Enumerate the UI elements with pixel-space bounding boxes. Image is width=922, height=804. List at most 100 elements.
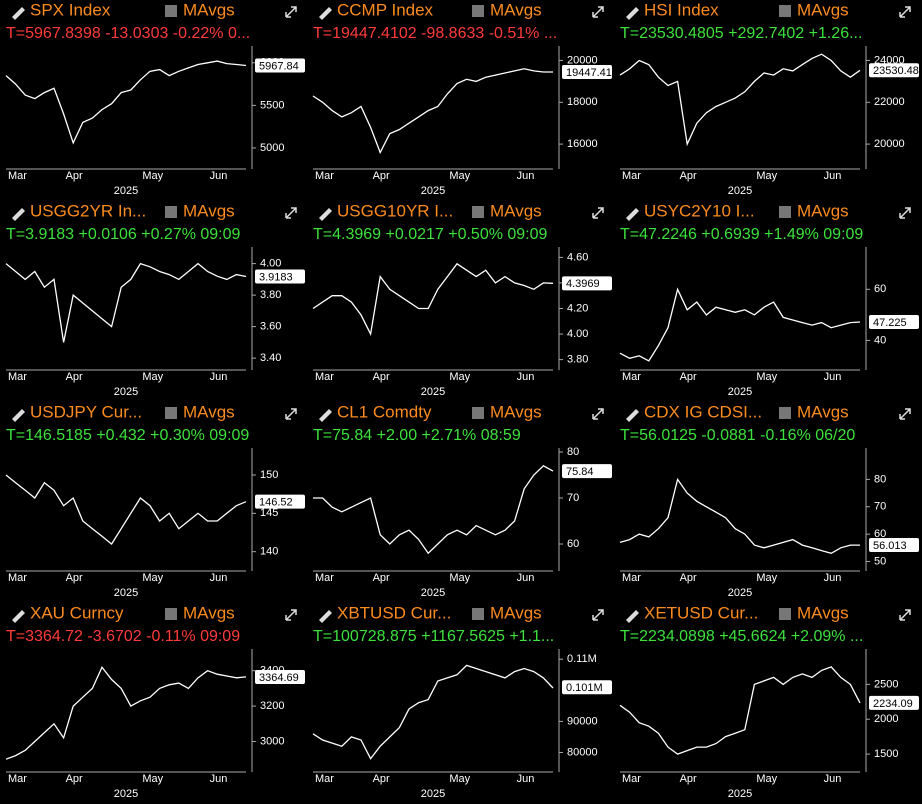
edit-icon[interactable] <box>319 610 332 623</box>
chart-title: SPX Index <box>30 0 111 19</box>
last-price-box <box>869 538 919 553</box>
edit-icon[interactable] <box>626 610 639 623</box>
mavgs-label[interactable]: MAvgs <box>183 603 235 622</box>
last-price-label: 2234.09 <box>873 698 913 710</box>
last-price-label: 23530.48 <box>873 65 919 77</box>
expand-icon[interactable] <box>285 6 297 18</box>
mavgs-checkbox[interactable] <box>165 608 177 620</box>
x-tick-label: Mar <box>622 572 641 584</box>
x-tick-label: Jun <box>517 371 535 383</box>
year-label: 2025 <box>728 386 752 398</box>
edit-icon[interactable] <box>12 409 25 422</box>
edit-icon[interactable] <box>12 610 25 623</box>
last-price-label: 47.225 <box>873 317 907 329</box>
x-tick-label: May <box>449 572 470 584</box>
mavgs-checkbox[interactable] <box>779 608 791 620</box>
mavgs-checkbox[interactable] <box>472 5 484 17</box>
edit-icon[interactable] <box>319 208 332 221</box>
price-line <box>312 262 554 337</box>
mavgs-checkbox[interactable] <box>779 5 791 17</box>
expand-icon[interactable] <box>899 207 911 219</box>
x-tick-label: Mar <box>8 773 27 785</box>
mavgs-label[interactable]: MAvgs <box>797 603 849 622</box>
y-tick-label: 90000 <box>567 715 598 727</box>
edit-icon[interactable] <box>12 7 25 20</box>
x-tick-label: Apr <box>680 572 697 584</box>
mavgs-checkbox[interactable] <box>165 206 177 218</box>
chart-title: USGG10YR I... <box>337 201 453 220</box>
y-tick-label: 16000 <box>567 138 598 150</box>
y-tick-label: 3200 <box>260 700 284 712</box>
mavgs-label[interactable]: MAvgs <box>490 402 542 421</box>
y-tick-label: 4.00 <box>567 328 588 340</box>
y-tick-label: 3.60 <box>260 321 281 333</box>
x-tick-label: Apr <box>66 170 83 182</box>
edit-icon[interactable] <box>319 7 332 20</box>
edit-icon[interactable] <box>12 208 25 221</box>
chart-title: USYC2Y10 I... <box>644 201 755 220</box>
mavgs-label[interactable]: MAvgs <box>797 0 849 19</box>
y-tick-label: 3.80 <box>567 354 588 366</box>
year-label: 2025 <box>421 788 445 800</box>
y-tick-label: 70 <box>567 492 579 504</box>
mavgs-label[interactable]: MAvgs <box>490 201 542 220</box>
y-tick-label: 60 <box>567 538 579 550</box>
expand-icon[interactable] <box>592 207 604 219</box>
x-tick-label: Mar <box>8 371 27 383</box>
x-tick-label: Mar <box>622 371 641 383</box>
last-price-label: 5967.84 <box>259 60 299 72</box>
y-tick-label: 70 <box>874 501 886 513</box>
x-tick-label: Jun <box>824 170 842 182</box>
price-line <box>5 474 247 545</box>
edit-icon[interactable] <box>319 409 332 422</box>
expand-icon[interactable] <box>592 609 604 621</box>
price-line <box>619 287 861 362</box>
mavgs-label[interactable]: MAvgs <box>183 201 235 220</box>
edit-icon[interactable] <box>626 409 639 422</box>
mavgs-checkbox[interactable] <box>779 407 791 419</box>
mavgs-checkbox[interactable] <box>779 206 791 218</box>
y-tick-label: 4.60 <box>567 251 588 263</box>
mavgs-label[interactable]: MAvgs <box>490 0 542 19</box>
x-tick-label: May <box>449 371 470 383</box>
expand-icon[interactable] <box>592 408 604 420</box>
price-line <box>5 665 247 760</box>
mavgs-label[interactable]: MAvgs <box>183 0 235 19</box>
mavgs-label[interactable]: MAvgs <box>183 402 235 421</box>
edit-icon[interactable] <box>626 208 639 221</box>
expand-icon[interactable] <box>592 6 604 18</box>
y-tick-label: 0.11M <box>567 653 597 665</box>
last-price-label: 0.101M <box>566 682 603 694</box>
expand-icon[interactable] <box>285 408 297 420</box>
mavgs-checkbox[interactable] <box>472 608 484 620</box>
mavgs-checkbox[interactable] <box>472 206 484 218</box>
y-tick-label: 140 <box>260 546 278 558</box>
expand-icon[interactable] <box>285 207 297 219</box>
quote: T=47.2246 +0.6939 +1.49% 09:09 <box>620 226 863 243</box>
last-price-box <box>562 680 612 695</box>
mavgs-checkbox[interactable] <box>472 407 484 419</box>
expand-icon[interactable] <box>899 408 911 420</box>
year-label: 2025 <box>421 587 445 599</box>
expand-icon[interactable] <box>899 6 911 18</box>
x-tick-label: Jun <box>517 773 535 785</box>
mavgs-label[interactable]: MAvgs <box>797 201 849 220</box>
mavgs-checkbox[interactable] <box>165 407 177 419</box>
quote: T=4.3969 +0.0217 +0.50% 09:09 <box>313 226 548 243</box>
x-tick-label: May <box>756 773 777 785</box>
x-tick-label: Apr <box>373 170 390 182</box>
mavgs-checkbox[interactable] <box>165 5 177 17</box>
edit-icon[interactable] <box>626 7 639 20</box>
chart-title: USDJPY Cur... <box>30 402 142 421</box>
y-tick-label: 2500 <box>874 678 898 690</box>
last-price-label: 56.013 <box>873 540 907 552</box>
x-tick-label: Jun <box>517 572 535 584</box>
mavgs-label[interactable]: MAvgs <box>490 603 542 622</box>
mavgs-label[interactable]: MAvgs <box>797 402 849 421</box>
y-tick-label: 5500 <box>260 99 284 111</box>
x-tick-label: May <box>756 170 777 182</box>
expand-icon[interactable] <box>285 609 297 621</box>
expand-icon[interactable] <box>899 609 911 621</box>
year-label: 2025 <box>421 185 445 197</box>
